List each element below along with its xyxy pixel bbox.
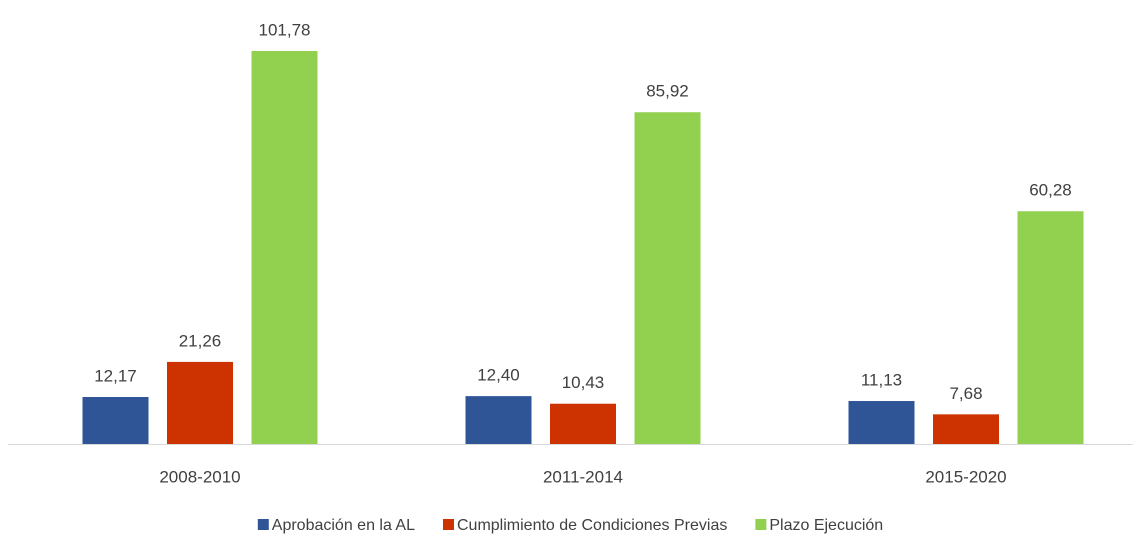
legend-swatch <box>443 519 455 530</box>
data-label: 60,28 <box>1029 181 1072 200</box>
data-label: 12,40 <box>477 366 520 385</box>
data-label: 101,78 <box>259 20 311 39</box>
bar <box>933 414 999 444</box>
x-tick-label: 2011-2014 <box>543 467 623 486</box>
bar <box>550 403 616 444</box>
bar <box>1017 211 1084 444</box>
data-label: 85,92 <box>646 82 689 101</box>
bar <box>167 361 233 444</box>
legend-label: Cumplimiento de Condiciones Previas <box>457 517 727 534</box>
legend-swatch <box>755 519 767 530</box>
data-label: 21,26 <box>179 331 222 350</box>
x-tick-label: 2008-2010 <box>159 467 240 486</box>
data-label: 12,17 <box>94 366 137 385</box>
legend-label: Aprobación en la AL <box>272 517 415 534</box>
legend-swatch <box>257 519 269 530</box>
x-tick-label: 2015-2020 <box>925 467 1006 486</box>
bar <box>634 112 701 444</box>
legend-label: Plazo Ejecución <box>769 517 883 534</box>
bar <box>251 51 318 444</box>
data-label: 7,68 <box>949 384 982 403</box>
bar <box>82 397 149 444</box>
bar <box>465 396 532 444</box>
bar <box>848 401 915 444</box>
data-label: 11,13 <box>861 371 902 390</box>
data-label: 10,43 <box>562 373 605 392</box>
